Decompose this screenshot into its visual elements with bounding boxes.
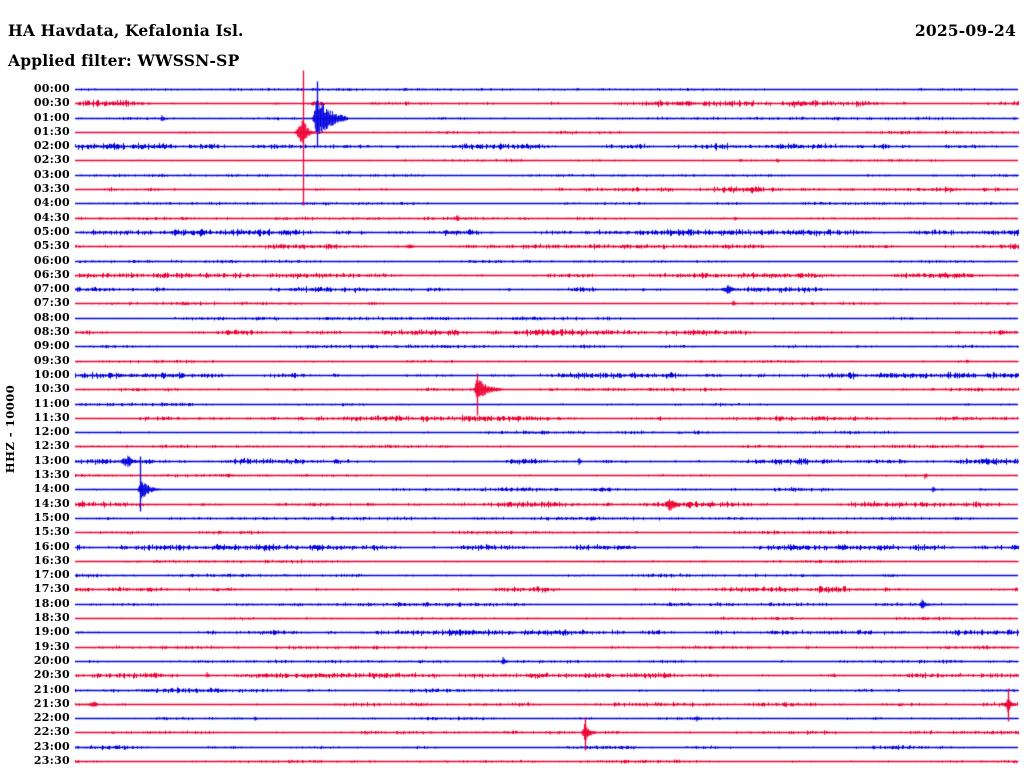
- station-title: HA Havdata, Kefalonia Isl.: [8, 21, 244, 40]
- time-label: 12:00: [33, 425, 70, 439]
- time-label: 18:00: [33, 596, 70, 610]
- time-label: 05:00: [33, 224, 70, 238]
- time-label: 04:30: [33, 210, 70, 224]
- time-label: 02:00: [33, 139, 70, 153]
- time-label: 15:30: [33, 525, 70, 539]
- time-label: 15:00: [33, 510, 70, 524]
- time-label: 01:00: [33, 110, 70, 124]
- time-label: 13:00: [33, 453, 70, 467]
- time-label: 08:30: [33, 325, 70, 339]
- time-label: 22:00: [33, 711, 70, 725]
- time-label: 21:30: [33, 696, 70, 710]
- time-label: 00:30: [33, 96, 70, 110]
- time-label: 00:00: [33, 82, 70, 95]
- time-label: 23:30: [33, 754, 70, 767]
- time-label: 02:30: [33, 153, 70, 167]
- time-label: 22:30: [33, 725, 70, 739]
- time-label: 11:00: [33, 396, 70, 410]
- time-label: 18:30: [33, 611, 70, 625]
- time-label: 09:00: [33, 339, 70, 353]
- time-label: 14:30: [33, 496, 70, 510]
- time-label: 06:30: [33, 267, 70, 281]
- time-label: 01:30: [33, 124, 70, 138]
- time-label: 21:00: [33, 682, 70, 696]
- time-label: 17:00: [33, 568, 70, 582]
- time-label: 16:00: [33, 539, 70, 553]
- time-label: 19:30: [33, 639, 70, 653]
- time-label: 03:30: [33, 182, 70, 196]
- time-label: 05:30: [33, 239, 70, 253]
- time-label: 12:30: [33, 439, 70, 453]
- time-label: 06:00: [33, 253, 70, 267]
- time-label: 17:30: [33, 582, 70, 596]
- record-date: 2025-09-24: [914, 21, 1016, 40]
- time-label: 08:00: [33, 310, 70, 324]
- time-label: 10:00: [33, 367, 70, 381]
- time-label: 23:00: [33, 739, 70, 753]
- time-label: 04:00: [33, 196, 70, 210]
- time-label: 11:30: [33, 410, 70, 424]
- time-label: 16:30: [33, 553, 70, 567]
- time-label: 13:30: [33, 468, 70, 482]
- time-label: 03:00: [33, 167, 70, 181]
- time-label: 07:30: [33, 296, 70, 310]
- time-label: 09:30: [33, 353, 70, 367]
- time-label: 07:00: [33, 282, 70, 296]
- time-label: 20:30: [33, 668, 70, 682]
- time-label: 14:00: [33, 482, 70, 496]
- time-label: 20:00: [33, 653, 70, 667]
- applied-filter-label: Applied filter: WWSSN-SP: [8, 51, 240, 70]
- time-label: 10:30: [33, 382, 70, 396]
- time-label: 19:00: [33, 625, 70, 639]
